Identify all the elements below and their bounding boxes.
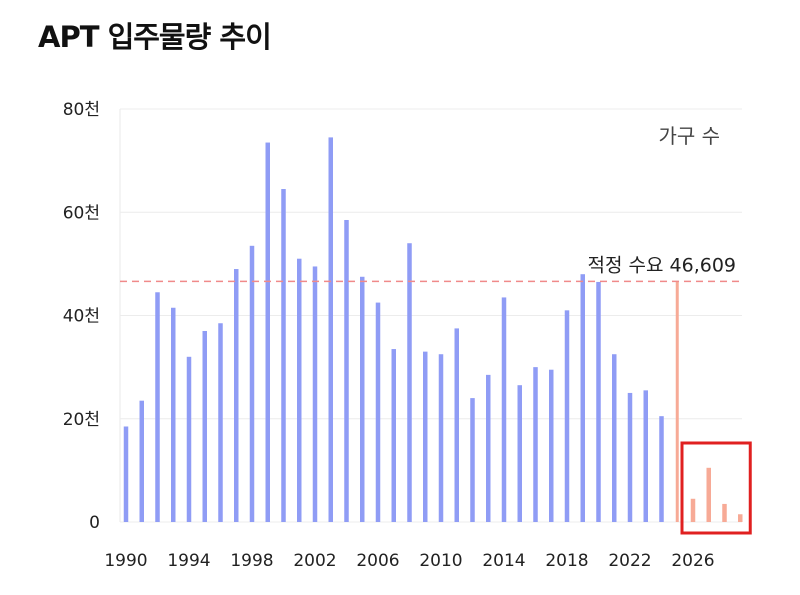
bar xyxy=(580,274,585,522)
bar-layer xyxy=(123,137,743,523)
bar xyxy=(612,354,617,522)
bar xyxy=(375,302,381,522)
bar xyxy=(596,281,601,522)
bar xyxy=(265,142,270,522)
bar xyxy=(281,189,286,523)
x-tick-label: 1994 xyxy=(167,551,210,571)
y-tick-label: 60천 xyxy=(63,203,100,223)
bar xyxy=(202,330,207,522)
bar xyxy=(171,307,176,522)
bar xyxy=(186,356,192,522)
bar xyxy=(391,349,396,522)
bar xyxy=(360,276,365,522)
unit-label: 가구 수 xyxy=(658,124,720,148)
x-tick-label: 2010 xyxy=(419,551,462,571)
bar xyxy=(344,219,349,522)
bar xyxy=(722,503,727,522)
x-tick-label: 1990 xyxy=(104,551,147,571)
x-tick-label: 2022 xyxy=(608,551,651,571)
x-tick-label: 1998 xyxy=(230,551,273,571)
bar xyxy=(234,269,239,522)
y-tick-label: 0 xyxy=(89,513,100,533)
bar xyxy=(438,354,444,522)
reference-line-label: 적정 수요 46,609 xyxy=(588,254,736,276)
chart-title: APT 입주물량 추이 xyxy=(38,20,272,54)
label-layer: 0 20천 40천 60천 80천 1990 1994 1998 2002 2006 2010 201… xyxy=(63,100,736,571)
bar xyxy=(690,498,696,522)
bar xyxy=(564,310,570,522)
bar xyxy=(501,297,507,522)
x-tick-label: 2002 xyxy=(293,551,336,571)
bar xyxy=(454,328,459,522)
bar xyxy=(627,392,633,522)
bar xyxy=(312,266,318,522)
bar xyxy=(218,323,223,522)
bar xyxy=(486,374,491,522)
bar xyxy=(659,416,664,522)
x-tick-label: 2006 xyxy=(356,551,399,571)
bar xyxy=(407,243,412,522)
bar xyxy=(549,369,554,522)
x-tick-label: 2018 xyxy=(545,551,588,571)
bar xyxy=(123,426,129,522)
grid-layer xyxy=(119,108,742,523)
bar xyxy=(470,398,475,522)
bar xyxy=(139,400,144,522)
bar xyxy=(675,281,679,522)
y-tick-label: 80천 xyxy=(63,100,100,120)
bar xyxy=(706,467,711,522)
x-tick-label: 2026 xyxy=(671,551,714,571)
bar xyxy=(643,390,648,522)
y-tick-label: 40천 xyxy=(63,307,100,327)
reference-layer xyxy=(120,280,752,535)
y-tick-label: 20천 xyxy=(63,410,100,430)
bar xyxy=(423,351,428,522)
bar xyxy=(738,514,743,522)
x-tick-label: 2014 xyxy=(482,551,525,571)
bar xyxy=(328,137,333,523)
highlight-box xyxy=(680,441,752,535)
bar xyxy=(533,367,538,522)
bar xyxy=(517,385,522,522)
bar xyxy=(155,292,160,522)
bar xyxy=(297,258,302,522)
bar xyxy=(249,245,255,522)
